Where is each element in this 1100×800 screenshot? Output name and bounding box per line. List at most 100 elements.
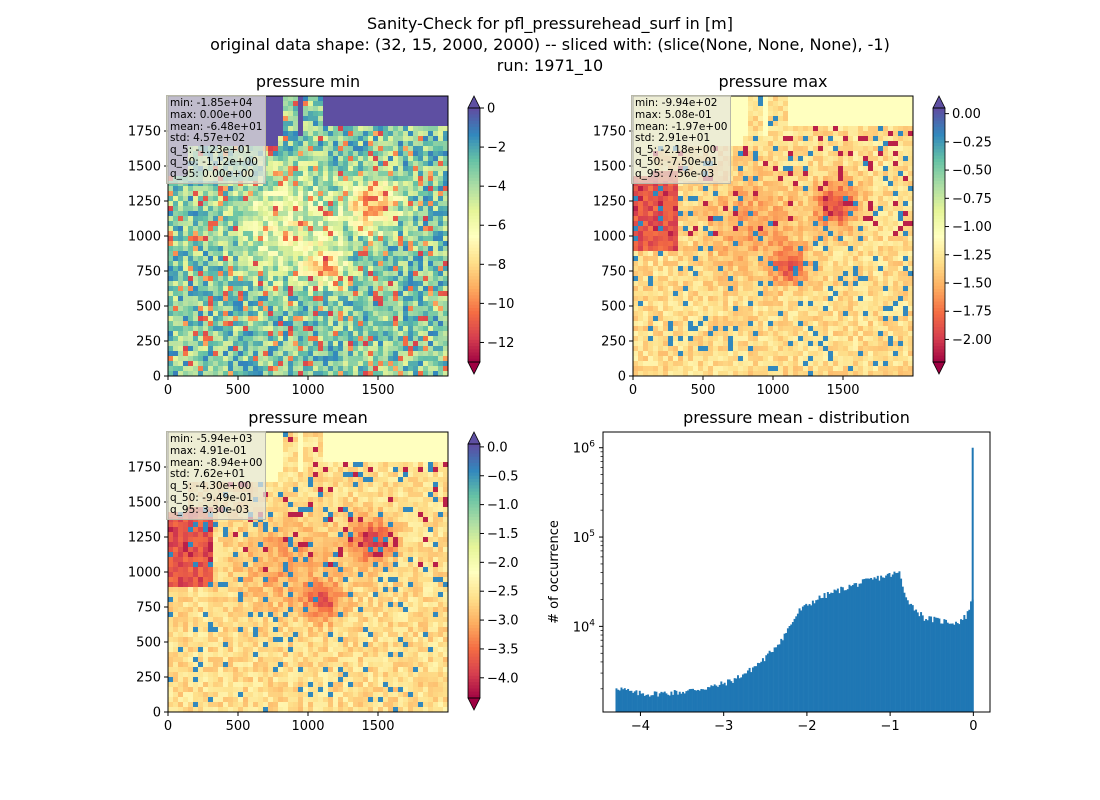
heatmap-cell xyxy=(288,216,294,222)
heatmap-cell xyxy=(213,366,219,372)
heatmap-cell xyxy=(748,161,754,167)
heatmap-cell xyxy=(778,116,784,122)
heatmap-cell xyxy=(273,261,279,267)
heatmap-cell xyxy=(408,286,414,292)
heatmap-cell xyxy=(828,181,834,187)
heatmap-cell xyxy=(288,291,294,297)
heatmap-cell xyxy=(298,246,304,252)
heatmap-cell xyxy=(383,141,389,147)
heatmap-cell xyxy=(883,176,889,182)
heatmap-cell xyxy=(368,346,374,352)
heatmap-cell xyxy=(328,126,334,132)
colorbar-segment xyxy=(468,152,480,157)
heatmap-cell xyxy=(388,191,394,197)
heatmap-cell xyxy=(268,156,274,162)
heatmap-cell xyxy=(713,246,719,252)
heatmap-cell xyxy=(793,236,799,242)
heatmap-cell xyxy=(443,161,448,167)
heatmap-cell xyxy=(268,346,274,352)
heatmap-cell xyxy=(333,231,339,237)
heatmap-cell xyxy=(368,196,374,202)
heatmap-cell xyxy=(278,241,284,247)
heatmap-cell xyxy=(828,106,834,112)
heatmap-cell xyxy=(708,186,714,192)
heatmap-cell xyxy=(343,176,349,182)
heatmap-cell xyxy=(343,371,349,376)
heatmap-cell xyxy=(438,236,444,242)
heatmap-cell xyxy=(353,106,359,112)
heatmap-cell xyxy=(173,191,179,197)
heatmap-cell xyxy=(403,176,409,182)
heatmap-cell xyxy=(413,336,419,342)
heatmap-cell xyxy=(273,276,279,282)
heatmap-cell xyxy=(783,96,789,102)
heatmap-cell xyxy=(263,336,269,342)
heatmap-cell xyxy=(168,301,174,307)
heatmap-cell xyxy=(853,201,859,207)
heatmap-cell xyxy=(338,316,344,322)
heatmap-cell xyxy=(638,226,644,232)
heatmap-cell xyxy=(843,141,849,147)
heatmap-cell xyxy=(863,116,869,122)
heatmap-cell xyxy=(353,341,359,347)
heatmap-cell xyxy=(388,166,394,172)
heatmap-cell xyxy=(348,351,354,357)
heatmap-cell xyxy=(713,241,719,247)
heatmap-cell xyxy=(438,256,444,262)
heatmap-cell xyxy=(408,226,414,232)
heatmap-cell xyxy=(183,311,189,317)
heatmap-cell xyxy=(333,311,339,317)
heatmap-cell xyxy=(793,121,799,127)
heatmap-cell xyxy=(188,236,194,242)
heatmap-cell xyxy=(793,246,799,252)
y-tick-label: 0 xyxy=(153,370,161,385)
heatmap-cell xyxy=(403,306,409,312)
heatmap-cell xyxy=(313,261,319,267)
heatmap-cell xyxy=(808,136,814,142)
heatmap-cell xyxy=(373,251,379,257)
heatmap-cell xyxy=(178,216,184,222)
heatmap-cell xyxy=(353,126,359,132)
heatmap-cell xyxy=(728,206,734,212)
heatmap-cell xyxy=(768,121,774,127)
heatmap-cell xyxy=(328,321,334,327)
heatmap-cell xyxy=(413,281,419,287)
heatmap-cell xyxy=(248,191,254,197)
stat-max: max: 0.00e+00 xyxy=(170,108,252,121)
heatmap-cell xyxy=(408,306,414,312)
heatmap-cell xyxy=(238,251,244,257)
heatmap-cell xyxy=(648,241,654,247)
heatmap-cell xyxy=(253,366,259,372)
heatmap-cell xyxy=(878,221,884,227)
heatmap-cell xyxy=(778,126,784,132)
heatmap-cell xyxy=(773,161,779,167)
heatmap-cell xyxy=(238,216,244,222)
heatmap-cell xyxy=(353,171,359,177)
heatmap-cell xyxy=(258,226,264,232)
heatmap-cell xyxy=(328,116,334,122)
heatmap-cell xyxy=(228,291,234,297)
heatmap-cell xyxy=(873,226,879,232)
heatmap-cell xyxy=(343,366,349,372)
heatmap-cell xyxy=(348,116,354,122)
heatmap-cell xyxy=(358,111,364,117)
heatmap-cell xyxy=(398,316,404,322)
heatmap-cell xyxy=(443,111,448,117)
heatmap-cell xyxy=(378,136,384,142)
heatmap-cell xyxy=(808,231,814,237)
heatmap-cell xyxy=(298,196,304,202)
heatmap-cell xyxy=(733,176,739,182)
heatmap-cell xyxy=(663,196,669,202)
heatmap-cell xyxy=(268,336,274,342)
heatmap-cell xyxy=(333,361,339,367)
heatmap-cell xyxy=(393,231,399,237)
heatmap-cell xyxy=(303,271,309,277)
heatmap-cell xyxy=(193,251,199,257)
heatmap-cell xyxy=(318,171,324,177)
heatmap-cell xyxy=(333,206,339,212)
heatmap-cell xyxy=(293,291,299,297)
heatmap-cell xyxy=(798,226,804,232)
heatmap-cell xyxy=(808,236,814,242)
heatmap-cell xyxy=(223,331,229,337)
heatmap-cell xyxy=(348,326,354,332)
